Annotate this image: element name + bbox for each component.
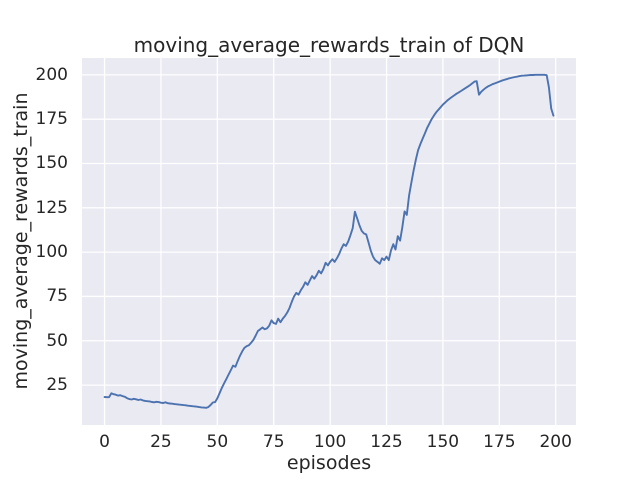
x-tick-label: 125: [370, 432, 403, 452]
x-tick-label: 25: [150, 432, 172, 452]
x-tick-label: 175: [483, 432, 516, 452]
y-axis-label: moving_average_rewards_train: [10, 92, 32, 390]
y-tick-label: 25: [46, 375, 68, 396]
reward-line: [103, 73, 555, 409]
chart-title: moving_average_rewards_train of DQN: [133, 33, 525, 57]
y-tick-label: 150: [35, 153, 68, 174]
y-tick-label: 100: [35, 242, 68, 263]
y-tick-label: 125: [35, 197, 68, 218]
x-tick-label: 0: [99, 432, 110, 452]
x-tick-label: 200: [539, 432, 572, 452]
x-tick-label: 100: [313, 432, 347, 452]
x-tick-label: 50: [206, 432, 229, 452]
x-axis-label: episodes: [286, 452, 372, 474]
y-tick-label: 75: [46, 286, 68, 307]
x-tick-label: 75: [262, 432, 285, 452]
x-tick-label: 150: [426, 432, 460, 452]
y-tick-label: 50: [46, 330, 68, 351]
axes-background: [82, 58, 576, 425]
y-tick-label: 200: [35, 64, 68, 85]
y-tick-label: 175: [35, 109, 68, 130]
